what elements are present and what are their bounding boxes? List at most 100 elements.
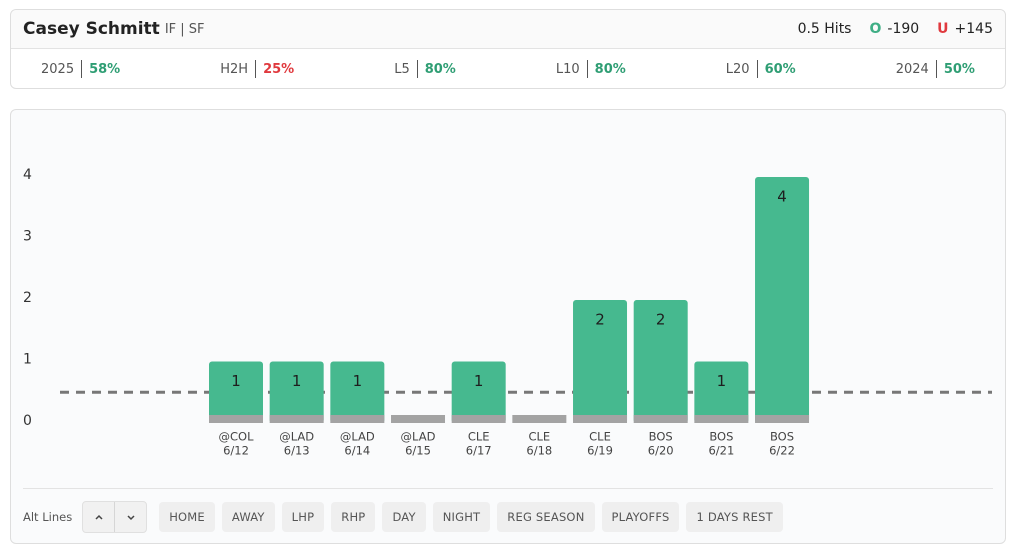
bar-base xyxy=(209,415,263,423)
x-date-label: 6/14 xyxy=(344,444,370,458)
x-date-label: 6/22 xyxy=(769,444,795,458)
x-tick-label: BOS xyxy=(649,430,673,444)
x-tick-label: BOS xyxy=(770,430,794,444)
stat: 2024 50% xyxy=(896,60,975,78)
line-up[interactable] xyxy=(83,502,114,532)
bar xyxy=(330,361,385,423)
stat: L5 80% xyxy=(394,60,456,78)
over-odds: -190 xyxy=(887,21,920,37)
player-position: IF | SF xyxy=(164,21,205,37)
stat-divider xyxy=(81,60,83,78)
value-label: 1 xyxy=(292,372,302,390)
x-tick-label: CLE xyxy=(589,430,611,444)
value-label: 2 xyxy=(595,311,605,329)
down-icon xyxy=(127,515,135,521)
stat-divider xyxy=(416,60,418,78)
y-tick-label: 4 xyxy=(23,167,32,183)
filter-button[interactable]: 1 DAYS REST xyxy=(686,502,783,532)
x-date-label: 6/20 xyxy=(648,444,674,458)
stat-value: 80% xyxy=(594,61,626,77)
y-tick-label: 3 xyxy=(23,229,32,245)
stat: H2H 25% xyxy=(220,60,294,78)
x-tick-label: BOS xyxy=(709,430,733,444)
alt-lines-label: Alt Lines xyxy=(23,510,73,524)
x-date-label: 6/13 xyxy=(284,444,310,458)
x-date-label: 6/17 xyxy=(466,444,492,458)
filter-buttons: HOME AWAY LHP RHP DAY NIGHT REG SEASON PLAYOFFS… xyxy=(159,502,783,532)
up-icon xyxy=(95,514,103,520)
bar-base xyxy=(755,415,810,423)
stats-row: 2025 58% H2H 25% L5 80% L10 80% L20 60% 2024 50% xyxy=(11,49,1005,89)
prop-line: 0.5 Hits xyxy=(797,21,852,37)
header: Casey Schmitt IF | SF 0.5 Hits O -190 U … xyxy=(11,10,1005,49)
filter-button[interactable]: HOME xyxy=(159,502,215,532)
stat-divider xyxy=(255,60,257,78)
bar-base xyxy=(512,415,567,423)
bar-base xyxy=(330,415,385,423)
stat-value: 60% xyxy=(764,61,796,77)
filter-button[interactable]: AWAY xyxy=(221,502,275,532)
x-tick-label: @LAD xyxy=(340,430,375,444)
x-tick-label: @LAD xyxy=(401,430,436,444)
x-date-label: 6/19 xyxy=(587,444,613,458)
bar xyxy=(209,361,263,423)
stat: L20 60% xyxy=(726,60,796,78)
filter-button[interactable]: NIGHT xyxy=(432,502,491,532)
stat-label: 2025 xyxy=(41,61,75,77)
line-down[interactable] xyxy=(114,502,146,532)
under-label: U xyxy=(937,21,949,37)
value-label: 4 xyxy=(777,188,787,206)
filter-button[interactable]: RHP xyxy=(331,502,376,532)
chart-card: Alt Lines HOME AWAY LHP RHP DAY NIGHT REG SEAS… xyxy=(10,109,1006,544)
y-tick-label: 0 xyxy=(23,413,32,429)
bar xyxy=(694,361,749,423)
stat-divider xyxy=(756,60,758,78)
stat-value: 80% xyxy=(424,61,456,77)
filter-button[interactable]: PLAYOFFS xyxy=(601,502,680,532)
bar-base xyxy=(269,415,324,423)
filter-button[interactable]: LHP xyxy=(281,502,325,532)
x-tick-label: CLE xyxy=(528,430,550,444)
stat-label: L5 xyxy=(394,61,410,77)
x-tick-label: @COL xyxy=(219,430,255,444)
bar xyxy=(573,300,628,423)
stat: L10 80% xyxy=(556,60,626,78)
under-odds: +145 xyxy=(954,21,993,37)
bar xyxy=(755,177,810,423)
stat-label: L10 xyxy=(555,61,580,77)
stat-label: H2H xyxy=(220,61,249,77)
value-label: 1 xyxy=(474,372,484,390)
x-tick-label: CLE xyxy=(468,430,490,444)
stat-label: L20 xyxy=(725,61,750,77)
stat-value: 25% xyxy=(263,61,295,77)
stat-value: 50% xyxy=(943,61,975,77)
stat-divider xyxy=(935,60,937,78)
bar-base xyxy=(694,415,749,423)
bar-base xyxy=(391,415,446,423)
value-label: 1 xyxy=(353,372,363,390)
value-label: 2 xyxy=(656,311,666,329)
bar xyxy=(269,361,324,423)
x-date-label: 6/21 xyxy=(708,444,734,458)
bar-base xyxy=(573,415,628,423)
filter-button[interactable]: REG SEASON xyxy=(497,502,595,532)
bar-base xyxy=(451,415,506,423)
value-label: 1 xyxy=(717,372,727,390)
filter-bar: Alt Lines HOME AWAY LHP RHP DAY NIGHT REG SEAS… xyxy=(23,488,993,545)
stat-divider xyxy=(586,60,588,78)
alt-lines-stepper xyxy=(82,501,148,533)
x-date-label: 6/12 xyxy=(223,444,249,458)
prop: 0.5 Hits O -190 U +145 xyxy=(798,21,993,37)
stat-value: 58% xyxy=(89,61,121,77)
x-date-label: 6/18 xyxy=(526,444,552,458)
bar xyxy=(633,300,688,423)
x-date-label: 6/15 xyxy=(405,444,431,458)
summary-card: Casey Schmitt IF | SF 0.5 Hits O -190 U … xyxy=(10,9,1006,89)
stat: 2025 58% xyxy=(41,60,120,78)
value-label: 1 xyxy=(231,372,241,390)
y-tick-label: 1 xyxy=(23,352,32,368)
bar-base xyxy=(633,415,688,423)
over-label: O xyxy=(869,21,882,37)
filter-button[interactable]: DAY xyxy=(382,502,426,532)
